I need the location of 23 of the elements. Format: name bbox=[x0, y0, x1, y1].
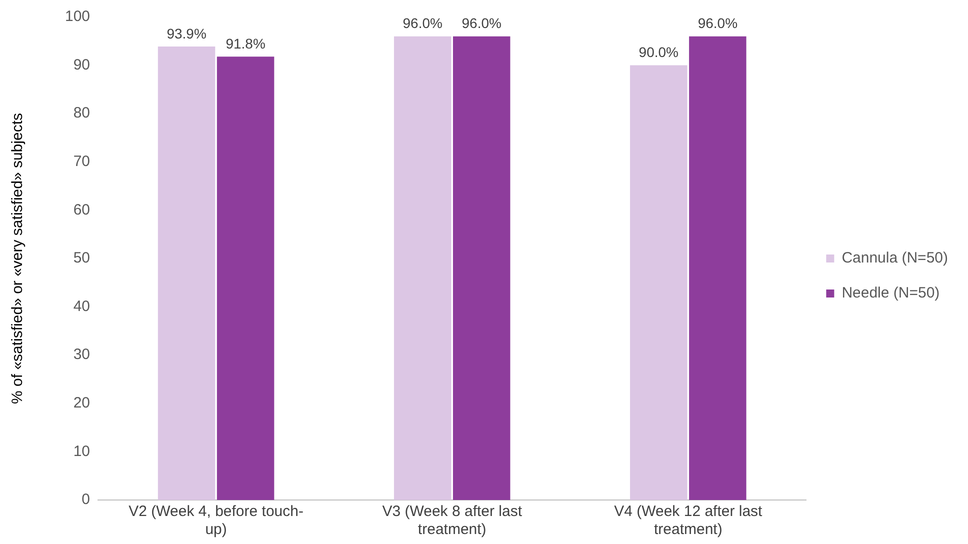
legend-label: Needle (N=50) bbox=[842, 284, 940, 302]
y-tick-label: 20 bbox=[73, 394, 90, 412]
y-tick-label: 100 bbox=[64, 8, 90, 26]
data-label: 96.0% bbox=[698, 15, 738, 32]
x-tick-label: V2 (Week 4, before touch-up) bbox=[128, 503, 304, 538]
data-label: 90.0% bbox=[638, 44, 679, 60]
y-tick-label: 90 bbox=[73, 56, 90, 74]
y-tick-label: 30 bbox=[73, 346, 90, 364]
y-tick-label: 70 bbox=[73, 153, 90, 170]
data-label: 96.0% bbox=[462, 15, 502, 32]
data-label: 96.0% bbox=[402, 15, 442, 32]
y-tick-label: 80 bbox=[73, 104, 90, 122]
data-label: 91.8% bbox=[226, 35, 266, 52]
y-tick-label: 40 bbox=[73, 298, 90, 315]
x-tick-label: V3 (Week 8 after last treatment) bbox=[382, 503, 523, 538]
y-tick-label: 50 bbox=[73, 250, 90, 267]
y-axis-title: % of «satisfied» or «very satisfied» subjects bbox=[9, 113, 26, 404]
x-tick-label: V4 (Week 12 after last treatment) bbox=[614, 503, 764, 538]
y-tick-label: 60 bbox=[73, 201, 90, 218]
y-tick-label: 0 bbox=[82, 491, 90, 508]
y-tick-label: 10 bbox=[73, 442, 90, 460]
legend-label: Cannula (N=50) bbox=[842, 250, 948, 267]
data-label: 93.9% bbox=[166, 25, 206, 42]
